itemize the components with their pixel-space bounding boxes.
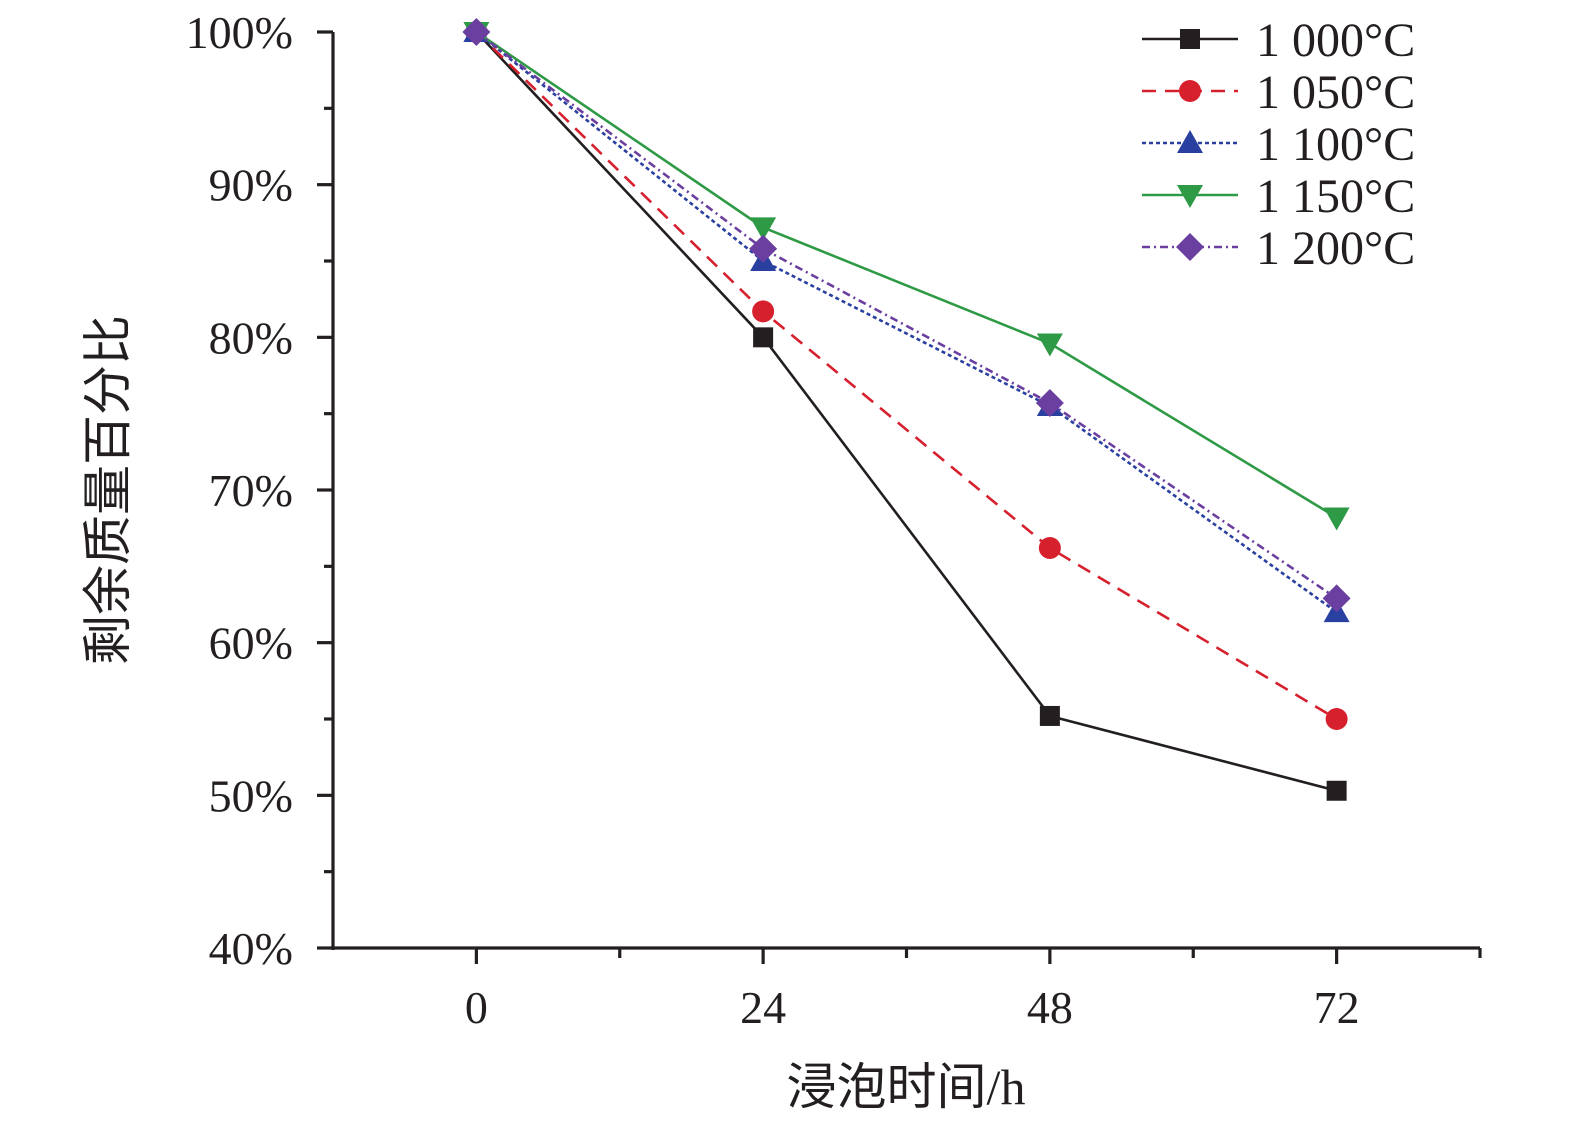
legend-label: 1 100°C: [1256, 118, 1415, 171]
y-tick-label: 60%: [209, 618, 293, 669]
x-tick-label: 0: [465, 982, 488, 1033]
data-point: [752, 300, 775, 323]
data-point: [1323, 507, 1350, 531]
series-3: [463, 19, 1350, 623]
y-axis-title: 剩余质量百分比: [80, 315, 136, 665]
legend-marker: [1176, 233, 1204, 261]
y-tick-label: 100%: [186, 7, 293, 58]
series-line: [475, 30, 1338, 600]
x-tick-label: 72: [1314, 982, 1360, 1033]
series-lines: [462, 18, 1351, 801]
legend-label: 1 000°C: [1256, 14, 1415, 67]
legend: 1 000°C1 050°C1 100°C1 150°C1 200°C: [1142, 14, 1415, 275]
series-line: [475, 30, 1338, 614]
series-4: [463, 22, 1350, 531]
series-line: [475, 31, 1338, 721]
legend-marker: [1177, 185, 1203, 208]
data-point: [1038, 537, 1061, 560]
x-axis-title: 浸泡时间/h: [787, 1059, 1026, 1115]
series-line: [475, 31, 1337, 793]
series-line: [475, 30, 1338, 519]
legend-item: 1 100°C: [1142, 118, 1415, 171]
legend-label: 1 050°C: [1256, 66, 1415, 119]
legend-label: 1 200°C: [1256, 222, 1415, 275]
legend-item: 1 200°C: [1142, 222, 1415, 275]
legend-item: 1 050°C: [1142, 66, 1415, 119]
data-point: [1036, 333, 1063, 357]
data-point: [750, 217, 777, 241]
data-point: [753, 327, 774, 348]
data-point: [1326, 780, 1347, 801]
series-1: [466, 22, 1347, 801]
data-point: [749, 234, 778, 263]
y-tick-label: 80%: [209, 312, 293, 363]
legend-marker: [1179, 80, 1201, 102]
y-tick-label: 50%: [209, 770, 293, 821]
y-tick-label: 70%: [209, 465, 293, 516]
x-tick-label: 48: [1027, 982, 1073, 1033]
axes: 40% 50% 60% 70% 80% 90% 100% 0 24 48 72: [186, 7, 1482, 1033]
series-5: [462, 18, 1351, 613]
data-point: [1035, 388, 1064, 417]
x-tick-label: 24: [740, 982, 786, 1033]
data-point: [1039, 705, 1060, 726]
legend-label: 1 150°C: [1256, 170, 1415, 223]
legend-marker: [1177, 130, 1203, 153]
y-tick-label: 90%: [209, 160, 293, 211]
legend-marker: [1180, 29, 1200, 49]
legend-item: 1 000°C: [1142, 14, 1415, 67]
legend-item: 1 150°C: [1142, 170, 1415, 223]
data-point: [1325, 708, 1348, 730]
data-point: [1322, 584, 1351, 613]
data-point: [462, 18, 491, 46]
y-tick-label: 40%: [209, 923, 293, 974]
